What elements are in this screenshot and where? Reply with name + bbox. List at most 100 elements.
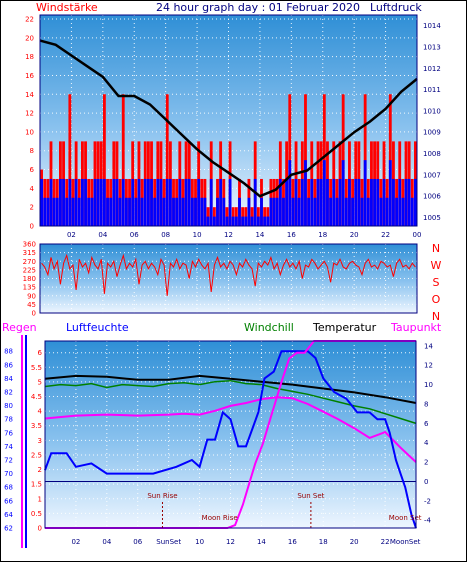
wind-x-tick: 20: [350, 231, 359, 239]
temp-y-tick: 10: [424, 381, 433, 389]
temp-y-tick: 6: [424, 420, 429, 428]
temp-x-tick: 02: [71, 538, 80, 546]
rain-line: [45, 340, 416, 529]
compass-letter: O: [432, 293, 441, 306]
temp-x-tick: 06: [133, 538, 142, 546]
humidity-line: [44, 350, 417, 529]
sunset-annotation: Sun Set: [297, 492, 324, 500]
pressure-y-tick: 1010: [423, 107, 441, 115]
temp-x-tick: 16: [288, 538, 297, 546]
compass-letter: N: [432, 242, 440, 255]
sunset-x-tick: SunSet: [156, 538, 181, 546]
rain-y-tick: 3: [38, 437, 42, 445]
compass-letter: S: [433, 276, 440, 289]
compass-letter: W: [431, 259, 442, 272]
pressure-y-tick: 1011: [423, 86, 441, 94]
temp-x-tick: 12: [226, 538, 235, 546]
rain-y-tick: 3.5: [31, 422, 42, 430]
rain-y-tick: 0: [38, 525, 42, 533]
sunrise-annotation: Sun Rise: [147, 492, 177, 500]
humidity-y-tick: 78: [4, 416, 13, 424]
temp-grid: [45, 341, 417, 529]
wind-x-tick: 04: [98, 231, 107, 239]
humidity-y-tick: 84: [4, 375, 13, 383]
rain-y-tick: 1: [38, 495, 42, 503]
moonset-x-tick: MoonSet: [390, 538, 421, 546]
humidity-y-tick: 88: [4, 348, 13, 356]
wind-right-label: Luftdruck: [370, 1, 422, 14]
pressure-y-tick: 1013: [423, 43, 441, 51]
direction-y-tick: 225: [23, 266, 36, 274]
wind-y-tick: 0: [30, 223, 34, 231]
rain-y-tick: 4.5: [31, 393, 42, 401]
wind-x-tick: 22: [381, 231, 390, 239]
temp-x-tick: 14: [257, 538, 266, 546]
humidity-y-tick: 64: [4, 511, 13, 519]
direction-y-tick: 180: [23, 275, 36, 283]
direction-y-tick: 360: [23, 241, 36, 249]
temp-y-tick: 8: [424, 400, 428, 408]
temp-y-tick: -2: [424, 497, 431, 505]
pressure-y-tick: 1009: [423, 129, 441, 137]
wind-x-tick: 14: [255, 231, 264, 239]
rain-y-tick: 4: [38, 408, 43, 416]
pressure-y-tick: 1008: [423, 150, 441, 158]
rain-y-tick: 5.5: [31, 364, 42, 372]
wind-y-tick: 20: [25, 34, 34, 42]
direction-y-tick: 315: [23, 249, 36, 257]
direction-y-tick: 0: [32, 310, 36, 318]
pressure-y-tick: 1005: [423, 214, 441, 222]
temp-y-tick: 14: [424, 342, 433, 350]
wind-pressure-panel: 0246810121416182022100510061007100810091…: [25, 14, 441, 240]
wind-y-tick: 2: [30, 204, 34, 212]
temp-y-tick: 0: [424, 478, 428, 486]
pressure-y-tick: 1006: [423, 193, 441, 201]
windchill-label: Windchill: [244, 321, 294, 334]
direction-y-tick: 90: [27, 292, 36, 300]
wind-y-tick: 12: [25, 110, 34, 118]
moonset-annotation: Moon Set: [389, 514, 422, 522]
temp-y-tick: -4: [424, 517, 432, 525]
wind-y-tick: 18: [25, 53, 34, 61]
humidity-y-tick: 86: [4, 361, 13, 369]
wind-y-tick: 4: [30, 185, 35, 193]
humidity-y-tick: 62: [4, 525, 13, 533]
wind-y-tick: 16: [25, 72, 34, 80]
humidity-y-tick: 68: [4, 484, 13, 492]
temp-plot-bg: [45, 341, 416, 528]
wind-x-tick: 18: [318, 231, 327, 239]
direction-line: [41, 253, 416, 296]
temp-y-tick: 2: [424, 459, 428, 467]
direction-y-tick: 45: [27, 301, 36, 309]
pressure-y-tick: 1007: [423, 171, 441, 179]
windchill-line: [44, 379, 417, 425]
humidity-y-tick: 74: [4, 443, 13, 451]
direction-plot-border: [39, 243, 418, 314]
wind-axis-ticks: 0246810121416182022100510061007100810091…: [25, 16, 441, 240]
wind-x-tick: 02: [67, 231, 76, 239]
temp-x-tick: 20: [350, 538, 359, 546]
wind-gust-bars: [40, 160, 417, 226]
temperature-panel: Sun Rise Moon Rise Sun Set Moon Set 0 0.5 1 1.…: [4, 340, 433, 546]
temp-x-tick: 10: [195, 538, 204, 546]
astro-annotations: Sun Rise Moon Rise Sun Set Moon Set: [147, 492, 422, 528]
dewpoint-label: Taupunkt: [390, 321, 442, 334]
humidity-y-tick: 80: [4, 402, 13, 410]
temp-x-tick: 18: [319, 538, 328, 546]
wind-plot-bg: [40, 15, 417, 226]
rain-label: Regen: [2, 321, 37, 334]
wind-x-tick: 00: [413, 231, 422, 239]
wind-y-tick: 6: [30, 166, 35, 174]
rain-y-tick: 1.5: [31, 481, 42, 489]
direction-y-tick: 135: [23, 284, 36, 292]
pressure-y-tick: 1014: [423, 22, 441, 30]
wind-y-tick: 10: [25, 128, 34, 136]
pressure-y-tick: 1012: [423, 65, 441, 73]
humidity-y-tick: 70: [4, 470, 13, 478]
temp-x-tick: 04: [102, 538, 111, 546]
rain-y-tick: 5: [38, 378, 42, 386]
wind-x-tick: 16: [287, 231, 296, 239]
